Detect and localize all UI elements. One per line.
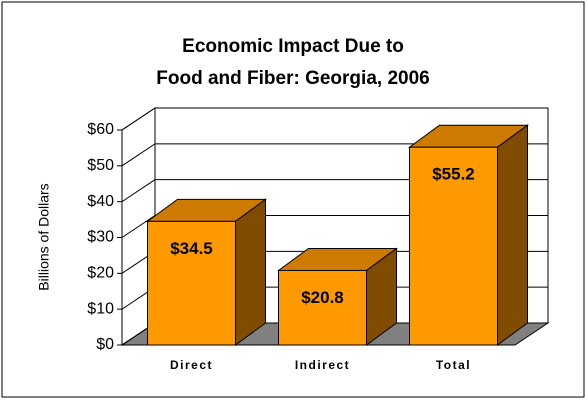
y-tick-label: $50	[87, 157, 114, 174]
grid-line	[121, 107, 548, 131]
chart-title: Economic Impact Due to	[182, 36, 404, 57]
x-tick-label: Total	[436, 358, 471, 372]
chart-title: Food and Fiber: Georgia, 2006	[156, 68, 429, 89]
bar	[147, 220, 236, 346]
value-label: $20.8	[301, 288, 344, 307]
y-tick-label: $40	[87, 193, 114, 210]
bar	[278, 269, 367, 346]
y-tick-label: $0	[96, 336, 114, 353]
x-tick-label: Indirect	[295, 358, 350, 372]
y-tick-label: $10	[87, 300, 114, 317]
y-tick-label: $30	[87, 229, 114, 246]
y-axis-label: Billions of Dollars	[36, 183, 52, 290]
y-tick-label: $20	[87, 265, 114, 282]
bar	[409, 146, 498, 346]
bar-side	[497, 124, 528, 346]
value-label: $55.2	[432, 165, 475, 184]
bar-side	[235, 198, 266, 346]
y-tick-label: $60	[87, 121, 114, 138]
value-label: $34.5	[170, 239, 213, 258]
x-tick-label: Direct	[170, 358, 213, 372]
